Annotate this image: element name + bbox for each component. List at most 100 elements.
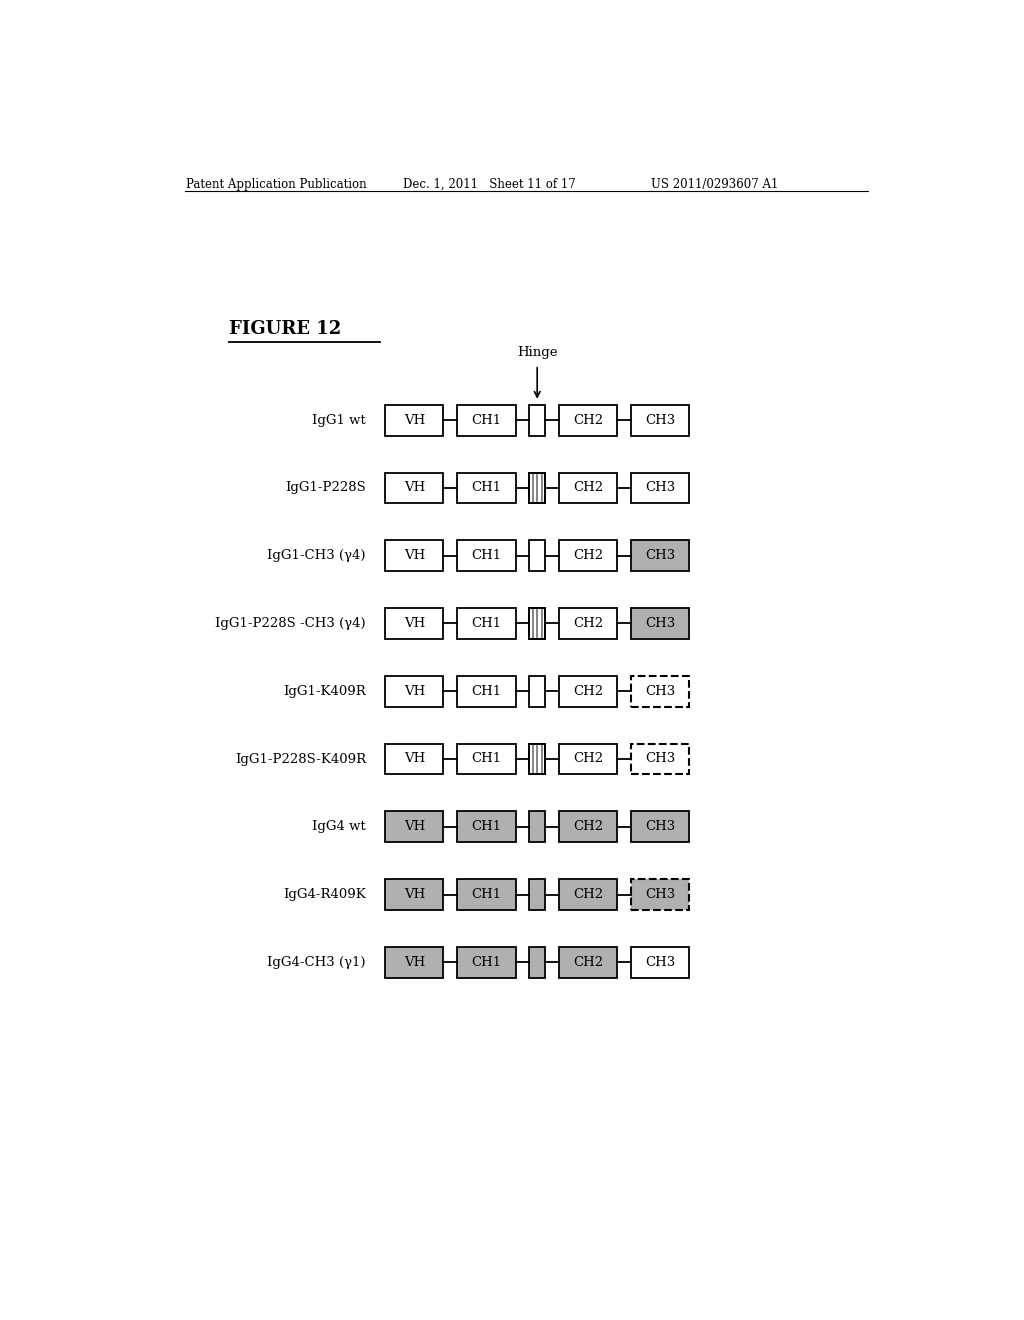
Bar — [559, 743, 617, 775]
Bar — [631, 473, 689, 503]
Text: CH2: CH2 — [572, 549, 603, 562]
Text: CH3: CH3 — [645, 685, 675, 698]
Bar — [385, 879, 443, 909]
Bar — [631, 540, 689, 572]
Bar — [385, 812, 443, 842]
Text: IgG1 wt: IgG1 wt — [312, 413, 366, 426]
Bar — [458, 676, 515, 706]
Bar — [529, 405, 545, 436]
Text: IgG4-CH3 (γ1): IgG4-CH3 (γ1) — [267, 956, 366, 969]
Text: Hinge: Hinge — [517, 346, 557, 359]
Bar — [529, 946, 545, 978]
Text: US 2011/0293607 A1: US 2011/0293607 A1 — [651, 178, 778, 190]
Text: IgG1-K409R: IgG1-K409R — [284, 685, 366, 698]
Bar — [385, 540, 443, 572]
Text: FIGURE 12: FIGURE 12 — [228, 321, 341, 338]
Bar — [458, 743, 515, 775]
Text: CH2: CH2 — [572, 956, 603, 969]
Text: CH1: CH1 — [471, 549, 502, 562]
Text: CH3: CH3 — [645, 820, 675, 833]
Bar — [559, 812, 617, 842]
Text: IgG1-P228S -CH3 (γ4): IgG1-P228S -CH3 (γ4) — [215, 616, 366, 630]
Text: CH3: CH3 — [645, 956, 675, 969]
Bar — [537, 744, 539, 774]
Bar — [458, 946, 515, 978]
Bar — [385, 609, 443, 639]
Bar — [531, 474, 534, 503]
Text: CH1: CH1 — [471, 616, 502, 630]
Text: CH3: CH3 — [645, 549, 675, 562]
Text: IgG4 wt: IgG4 wt — [312, 820, 366, 833]
Text: VH: VH — [403, 956, 425, 969]
Bar — [385, 743, 443, 775]
Bar — [458, 473, 515, 503]
Bar — [529, 473, 545, 503]
Bar — [559, 473, 617, 503]
Bar — [529, 473, 545, 503]
Bar — [559, 676, 617, 706]
Bar — [631, 812, 689, 842]
Text: CH2: CH2 — [572, 616, 603, 630]
Bar — [559, 609, 617, 639]
Text: CH1: CH1 — [471, 482, 502, 495]
Text: CH1: CH1 — [471, 685, 502, 698]
Bar — [631, 405, 689, 436]
Text: CH3: CH3 — [645, 413, 675, 426]
Bar — [529, 743, 545, 775]
Bar — [385, 473, 443, 503]
Bar — [631, 946, 689, 978]
Text: VH: VH — [403, 752, 425, 766]
Bar — [458, 540, 515, 572]
Text: VH: VH — [403, 685, 425, 698]
Text: CH2: CH2 — [572, 413, 603, 426]
Text: CH2: CH2 — [572, 685, 603, 698]
Bar — [537, 474, 539, 503]
Bar — [529, 743, 545, 775]
Bar — [385, 405, 443, 436]
Bar — [537, 609, 539, 638]
Text: CH2: CH2 — [572, 888, 603, 902]
Text: IgG1-P228S: IgG1-P228S — [285, 482, 366, 495]
Text: CH1: CH1 — [471, 752, 502, 766]
Text: CH2: CH2 — [572, 482, 603, 495]
Bar — [559, 879, 617, 909]
Bar — [541, 474, 543, 503]
Text: CH1: CH1 — [471, 413, 502, 426]
Bar — [541, 609, 543, 638]
Bar — [529, 879, 545, 909]
Text: IgG1-CH3 (γ4): IgG1-CH3 (γ4) — [267, 549, 366, 562]
Bar — [631, 609, 689, 639]
Text: CH3: CH3 — [645, 752, 675, 766]
Text: CH1: CH1 — [471, 956, 502, 969]
Text: CH1: CH1 — [471, 820, 502, 833]
Bar — [529, 609, 545, 639]
Text: CH1: CH1 — [471, 888, 502, 902]
Text: CH2: CH2 — [572, 820, 603, 833]
Bar — [559, 946, 617, 978]
Bar — [531, 744, 534, 774]
Text: VH: VH — [403, 616, 425, 630]
Bar — [529, 609, 545, 639]
Text: VH: VH — [403, 888, 425, 902]
Text: IgG1-P228S-K409R: IgG1-P228S-K409R — [234, 752, 366, 766]
Text: CH3: CH3 — [645, 888, 675, 902]
Bar — [458, 812, 515, 842]
Text: IgG4-R409K: IgG4-R409K — [284, 888, 366, 902]
Bar — [559, 405, 617, 436]
Bar — [631, 879, 689, 909]
Bar — [531, 609, 534, 638]
Bar — [458, 405, 515, 436]
Bar — [529, 540, 545, 572]
Text: Dec. 1, 2011   Sheet 11 of 17: Dec. 1, 2011 Sheet 11 of 17 — [403, 178, 575, 190]
Bar — [529, 812, 545, 842]
Bar — [529, 676, 545, 706]
Text: VH: VH — [403, 820, 425, 833]
Text: VH: VH — [403, 549, 425, 562]
Bar — [385, 676, 443, 706]
Text: CH3: CH3 — [645, 482, 675, 495]
Text: VH: VH — [403, 482, 425, 495]
Bar — [458, 879, 515, 909]
Bar — [559, 540, 617, 572]
Bar — [631, 743, 689, 775]
Text: Patent Application Publication: Patent Application Publication — [186, 178, 367, 190]
